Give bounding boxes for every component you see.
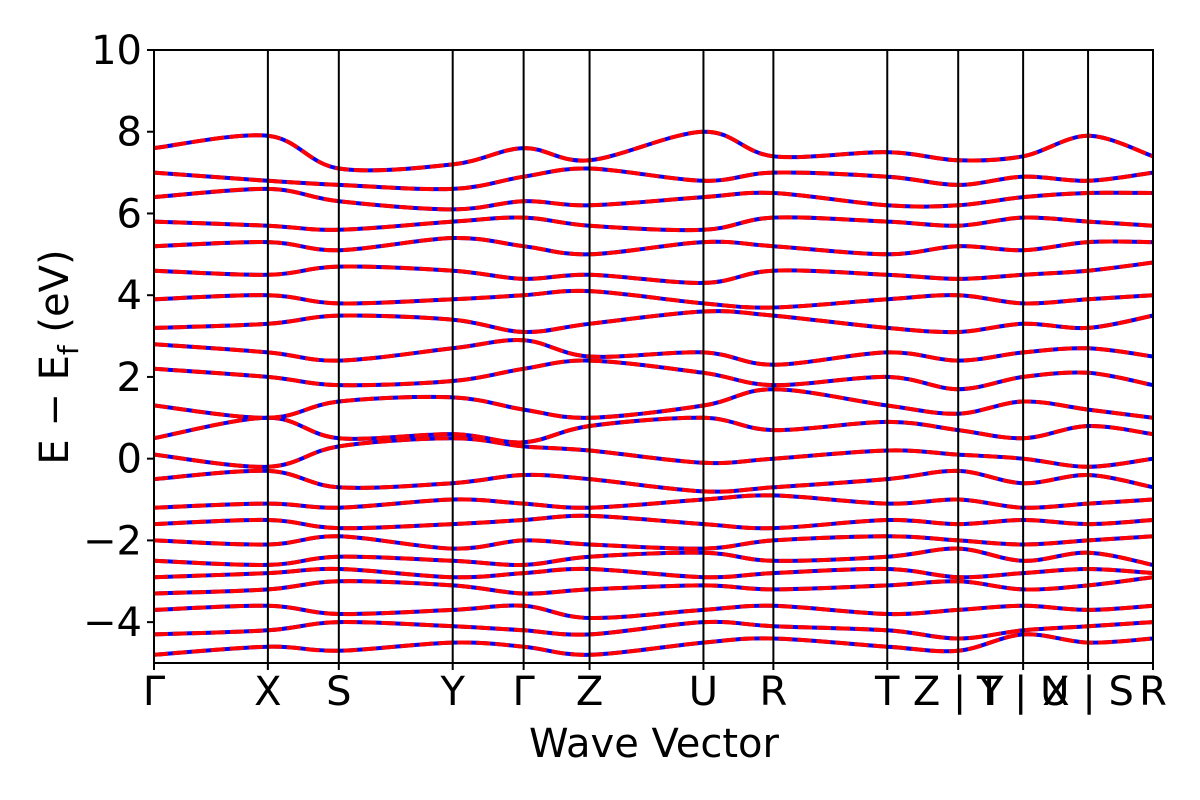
band-line-dashed-5 xyxy=(154,546,1153,567)
y-tick-label-3: 2 xyxy=(117,355,142,401)
band-line-dashed-11 xyxy=(154,415,1153,445)
x-tick-label-11: X | S xyxy=(1042,669,1134,715)
axes-layer xyxy=(153,49,1154,664)
x-axis-label: Wave Vector xyxy=(529,721,780,767)
x-tick-label-3: Y xyxy=(439,669,465,715)
band-line-dashed-2 xyxy=(154,603,1153,621)
y-axis-label: E − Ef (eV) xyxy=(32,249,85,464)
band-line-dashed-1 xyxy=(154,619,1153,641)
band-line-dashed-7 xyxy=(154,513,1153,531)
band-line-dashed-13 xyxy=(154,358,1153,392)
x-tick-label-7: R xyxy=(759,669,787,715)
x-tick-label-6: U xyxy=(689,669,718,715)
band-line-dashed-9 xyxy=(154,468,1153,494)
x-tick-label-8: T xyxy=(874,669,900,715)
y-tick-label-4: 4 xyxy=(117,273,142,319)
x-tick-label-12: R xyxy=(1139,669,1167,715)
x-tick-label-5: Z xyxy=(576,669,603,715)
x-tick-label-4: Γ xyxy=(512,669,535,715)
band-line-dashed-15 xyxy=(154,309,1153,335)
y-tick-label-7: 10 xyxy=(91,28,142,74)
x-tick-label-0: Γ xyxy=(143,669,166,715)
band-line-dashed-20 xyxy=(154,186,1153,212)
y-tick-label-5: 6 xyxy=(117,191,142,237)
y-tick-label-0: −4 xyxy=(83,600,142,646)
band-line-dashed-21 xyxy=(154,166,1153,192)
band-line-dashed-16 xyxy=(154,288,1153,310)
y-tick-label-2: 0 xyxy=(117,437,142,483)
x-tick-label-1: X xyxy=(254,669,281,715)
band-line-dashed-6 xyxy=(154,534,1153,551)
x-tick-label-10: T | U xyxy=(976,669,1070,715)
y-axis-label-subscript: f xyxy=(52,344,85,355)
svg-text:E − Ef (eV): E − Ef (eV) xyxy=(32,249,85,464)
band-line-dashed-18 xyxy=(154,235,1153,257)
band-line-dashed-3 xyxy=(154,575,1153,596)
bands-layer xyxy=(154,129,1153,657)
band-line-dashed-22 xyxy=(154,129,1153,173)
y-tick-label-1: −2 xyxy=(83,518,142,564)
y-tick-label-6: 8 xyxy=(117,110,142,156)
band-line-dashed-12 xyxy=(154,387,1153,420)
x-tick-label-2: S xyxy=(326,669,351,715)
x-tick-label-9: Z | Y xyxy=(913,669,1004,715)
band-line-dashed-17 xyxy=(154,260,1153,285)
y-axis-label-main: E − E xyxy=(32,355,78,465)
y-axis-label-unit: (eV) xyxy=(32,249,78,332)
band-line-dashed-14 xyxy=(154,337,1153,367)
y-ticks: −4 −2 0 2 4 6 8 10 xyxy=(83,28,154,646)
axes-frame xyxy=(153,49,1154,664)
band-line-dashed-0 xyxy=(154,632,1153,657)
kpath-divider-lines xyxy=(266,50,1090,663)
